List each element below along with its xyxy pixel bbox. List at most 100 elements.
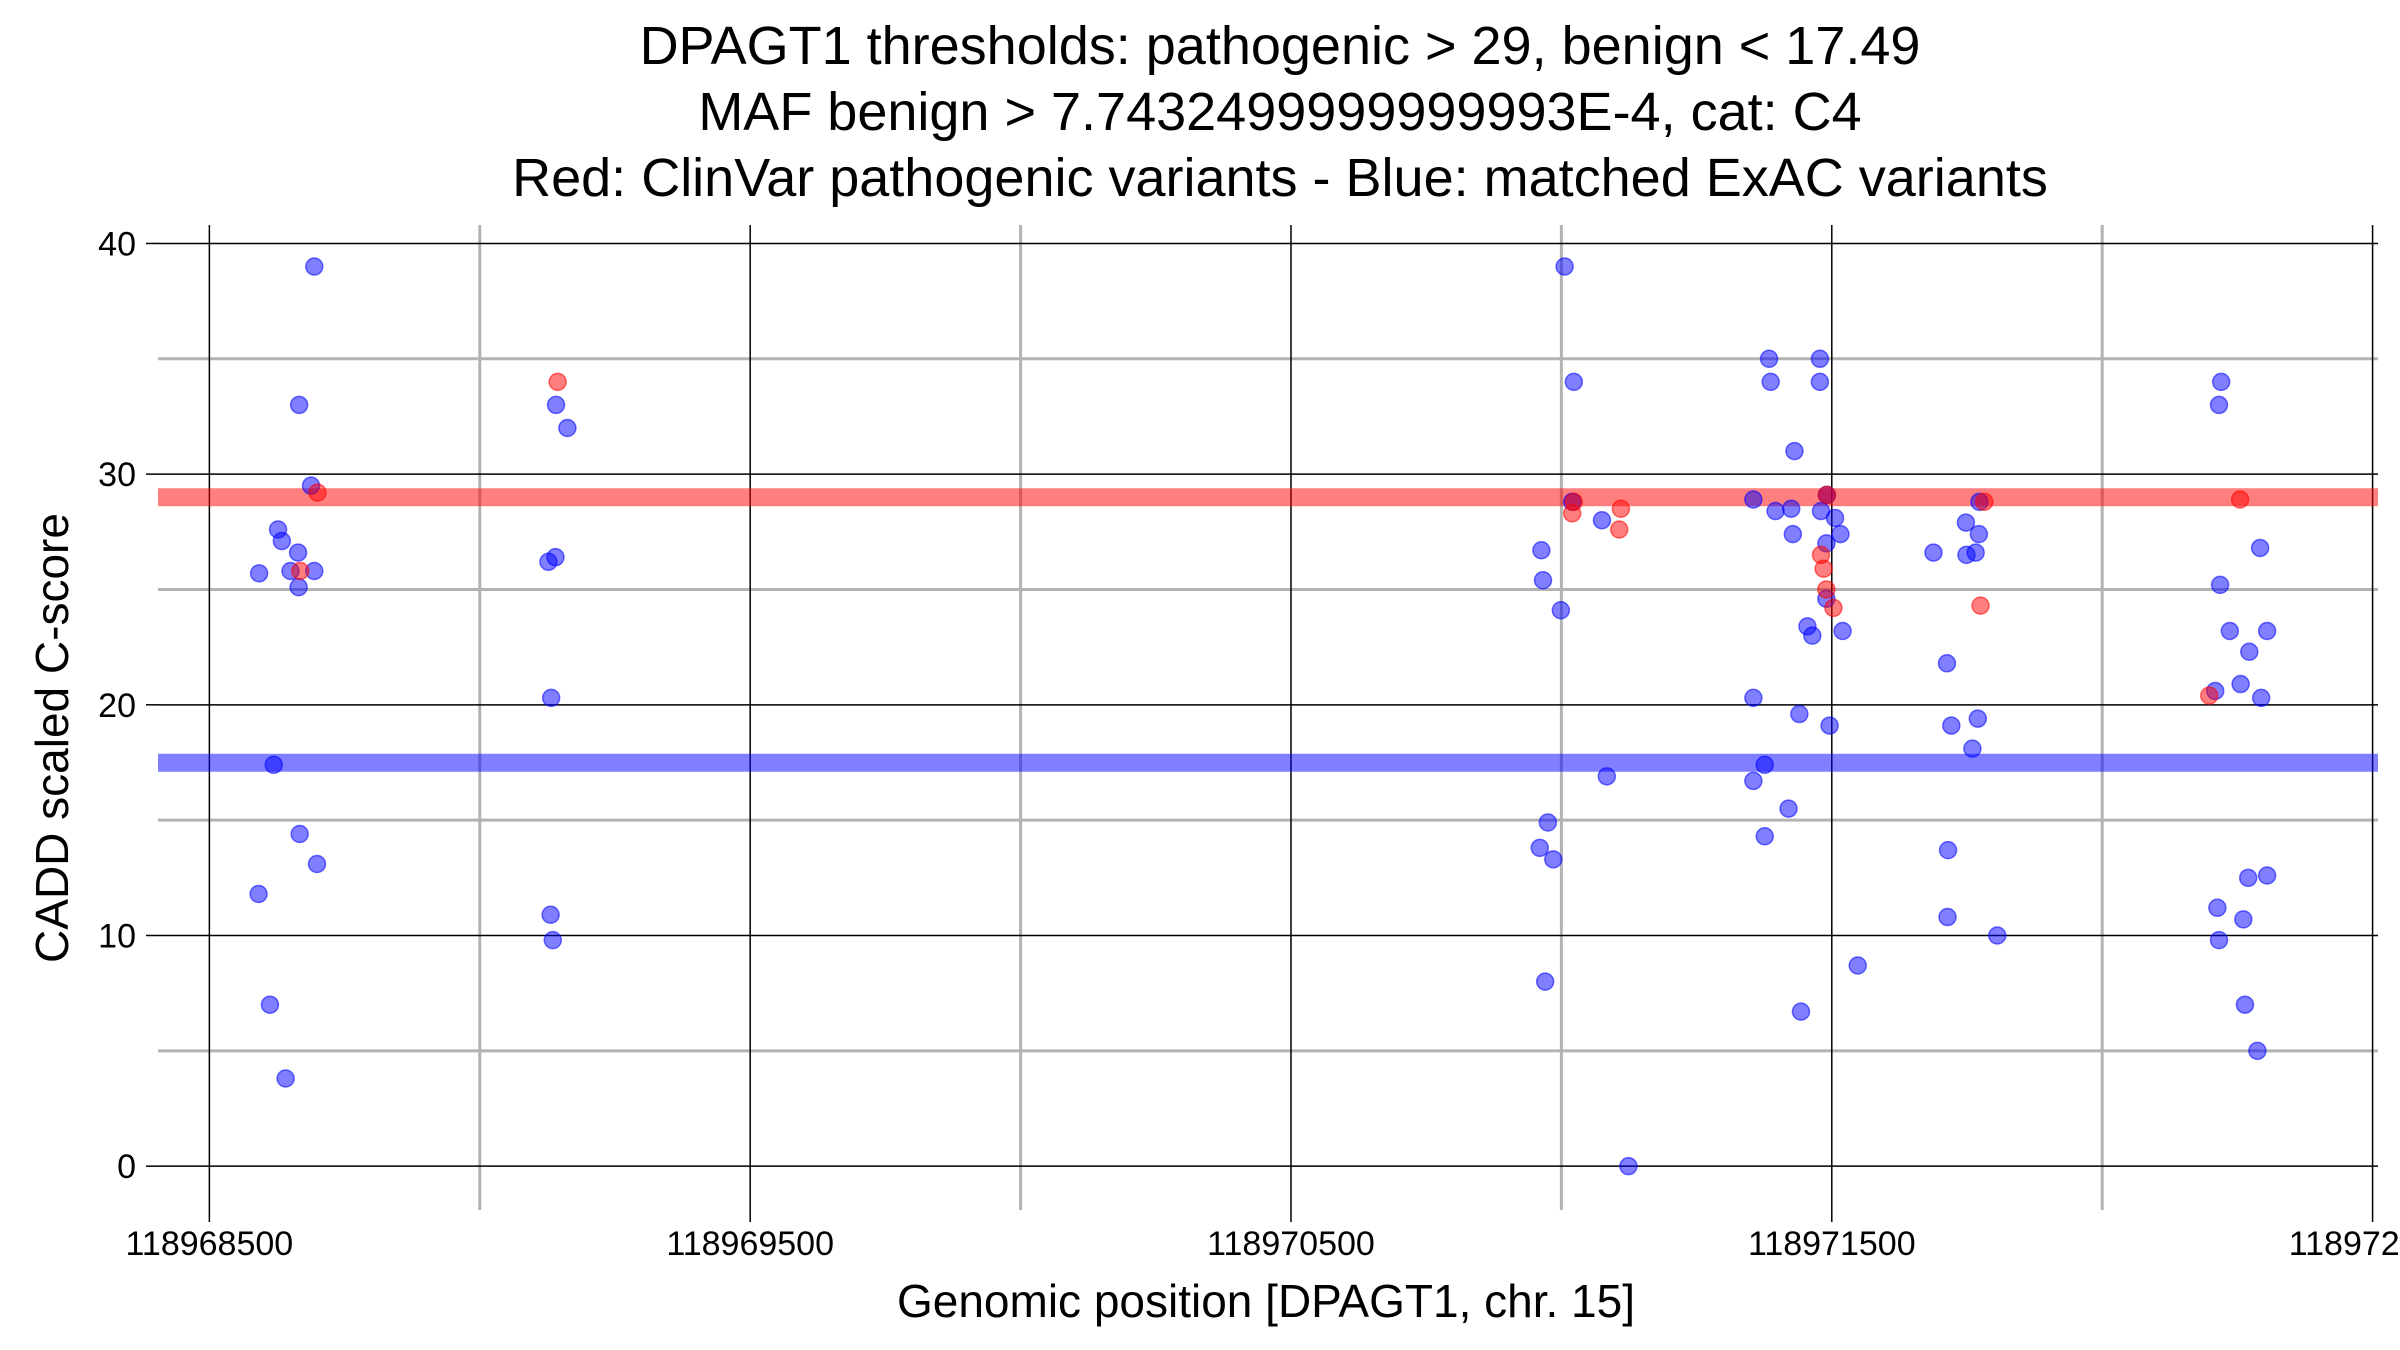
data-point [2257,866,2277,885]
data-point [1785,441,1804,461]
data-point [1759,349,1779,369]
data-point [2208,898,2227,918]
y-tick-label: 40 [98,225,136,263]
data-point [1971,596,1990,615]
x-tick-label: 118971500 [1748,1225,1916,1263]
data-point [1533,570,1553,590]
data-point [2257,621,2277,641]
data-point [2251,688,2271,708]
data-point [546,547,565,567]
data-point [2210,575,2230,595]
data-point [1803,626,1822,645]
data-point [1544,850,1563,869]
data-point [548,372,567,392]
data-point [1810,372,1830,392]
data-point [1744,771,1763,791]
data-point [2209,930,2229,950]
data-point [1597,767,1617,786]
data-point [1968,709,1988,728]
title-line-3: Red: ClinVar pathogenic variants - Blue:… [512,148,2048,208]
gridlines [158,225,2378,1210]
data-point [1779,799,1798,818]
data-point [558,418,577,438]
data-point [1592,511,1612,530]
data-point [260,995,280,1014]
data-point [288,543,308,562]
x-axis-label: Genomic position [DPAGT1, chr. 15] [897,1275,1635,1327]
data-point [2231,674,2250,694]
data-point [1848,956,1867,975]
data-point [1966,543,1985,562]
data-point [305,257,324,276]
data-point [1766,501,1785,521]
data-point [307,854,327,874]
data-point [1538,813,1558,832]
data-point [1611,499,1631,518]
data-point [1814,559,1833,578]
data-point [264,755,283,775]
data-point [1555,257,1574,276]
data-point [1530,838,1550,858]
x-tick-label: 118972500 [2289,1225,2400,1263]
data-point [1824,598,1843,618]
axes: 118968500 118969500 118970500 118971500 1189… [98,225,2400,1263]
data-point [1924,543,1943,562]
y-axis-label: CADD scaled C-score [26,513,78,963]
data-point [546,395,566,415]
data-point [1988,926,2007,945]
data-point [290,561,310,581]
y-tick-label: 10 [98,917,136,955]
data-point [1820,716,1839,735]
data-point [2248,1041,2267,1061]
data-point [1825,508,1845,528]
data-point [249,884,268,904]
data-point [2220,621,2240,641]
title-line-2: MAF benign > 7.7432499999999993E-4, cat:… [698,82,1861,142]
data-points [249,257,2277,1176]
data-point [289,395,309,415]
data-point [1956,513,1976,532]
data-point [272,531,292,551]
data-point [1791,1002,1811,1021]
data-point [2200,686,2219,705]
data-point [1744,688,1763,708]
data-point [1938,840,1958,860]
data-point [1619,1156,1638,1176]
data-point [2211,372,2231,392]
y-tick-label: 30 [98,456,136,494]
y-tick-label: 20 [98,687,136,725]
x-tick-label: 118969500 [666,1225,834,1263]
data-point [1755,827,1774,846]
threshold-lines [158,488,2378,772]
data-point [249,564,269,583]
data-point [2238,868,2258,888]
data-point [1942,716,1961,735]
chart-title: DPAGT1 thresholds: pathogenic > 29, beni… [512,16,2048,208]
data-point [289,577,308,597]
data-point [1755,755,1774,775]
data-point [541,688,561,708]
data-point [1564,372,1584,392]
data-point [1817,580,1836,599]
data-point [1937,654,1957,673]
data-point [1790,704,1809,724]
data-point [1551,600,1571,620]
data-point [1969,524,1989,544]
x-tick-label: 118968500 [126,1225,294,1263]
data-point [543,930,563,950]
data-point [2240,642,2259,662]
data-point [2250,538,2270,558]
data-point [1975,492,1994,512]
data-point [1783,524,1803,544]
data-point [1810,349,1830,369]
data-point [1833,621,1852,641]
data-point [541,905,560,924]
data-point [1831,524,1850,544]
data-point [1610,520,1629,539]
data-point [1781,499,1801,518]
title-line-1: DPAGT1 thresholds: pathogenic > 29, beni… [640,16,1921,76]
data-point [2234,910,2253,929]
data-point [1938,907,1957,927]
data-point [276,1069,295,1088]
data-point [2235,995,2255,1014]
